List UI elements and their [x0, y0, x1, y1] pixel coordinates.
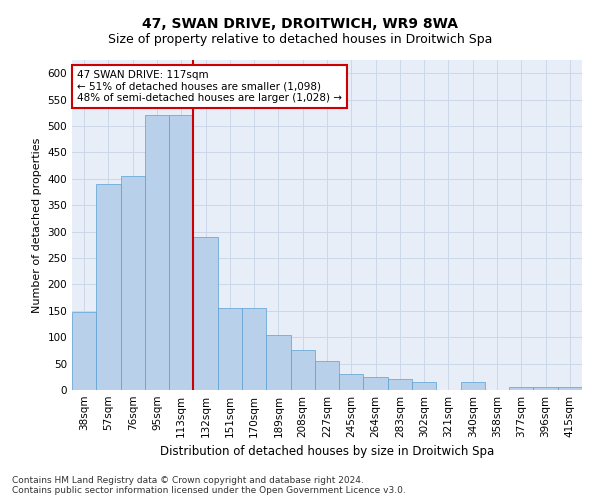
Text: 47, SWAN DRIVE, DROITWICH, WR9 8WA: 47, SWAN DRIVE, DROITWICH, WR9 8WA — [142, 18, 458, 32]
Bar — [145, 116, 169, 390]
Bar — [290, 350, 315, 390]
Bar — [388, 380, 412, 390]
Bar — [339, 374, 364, 390]
Bar — [72, 312, 96, 390]
Bar — [461, 382, 485, 390]
Bar — [242, 308, 266, 390]
Text: 47 SWAN DRIVE: 117sqm
← 51% of detached houses are smaller (1,098)
48% of semi-d: 47 SWAN DRIVE: 117sqm ← 51% of detached … — [77, 70, 342, 103]
X-axis label: Distribution of detached houses by size in Droitwich Spa: Distribution of detached houses by size … — [160, 446, 494, 458]
Bar — [266, 334, 290, 390]
Bar — [558, 388, 582, 390]
Bar — [121, 176, 145, 390]
Bar — [96, 184, 121, 390]
Text: Size of property relative to detached houses in Droitwich Spa: Size of property relative to detached ho… — [108, 32, 492, 46]
Bar — [218, 308, 242, 390]
Y-axis label: Number of detached properties: Number of detached properties — [32, 138, 42, 312]
Bar — [193, 237, 218, 390]
Bar — [169, 116, 193, 390]
Bar — [412, 382, 436, 390]
Text: Contains HM Land Registry data © Crown copyright and database right 2024.
Contai: Contains HM Land Registry data © Crown c… — [12, 476, 406, 495]
Bar — [364, 377, 388, 390]
Bar — [315, 361, 339, 390]
Bar — [533, 388, 558, 390]
Bar — [509, 388, 533, 390]
